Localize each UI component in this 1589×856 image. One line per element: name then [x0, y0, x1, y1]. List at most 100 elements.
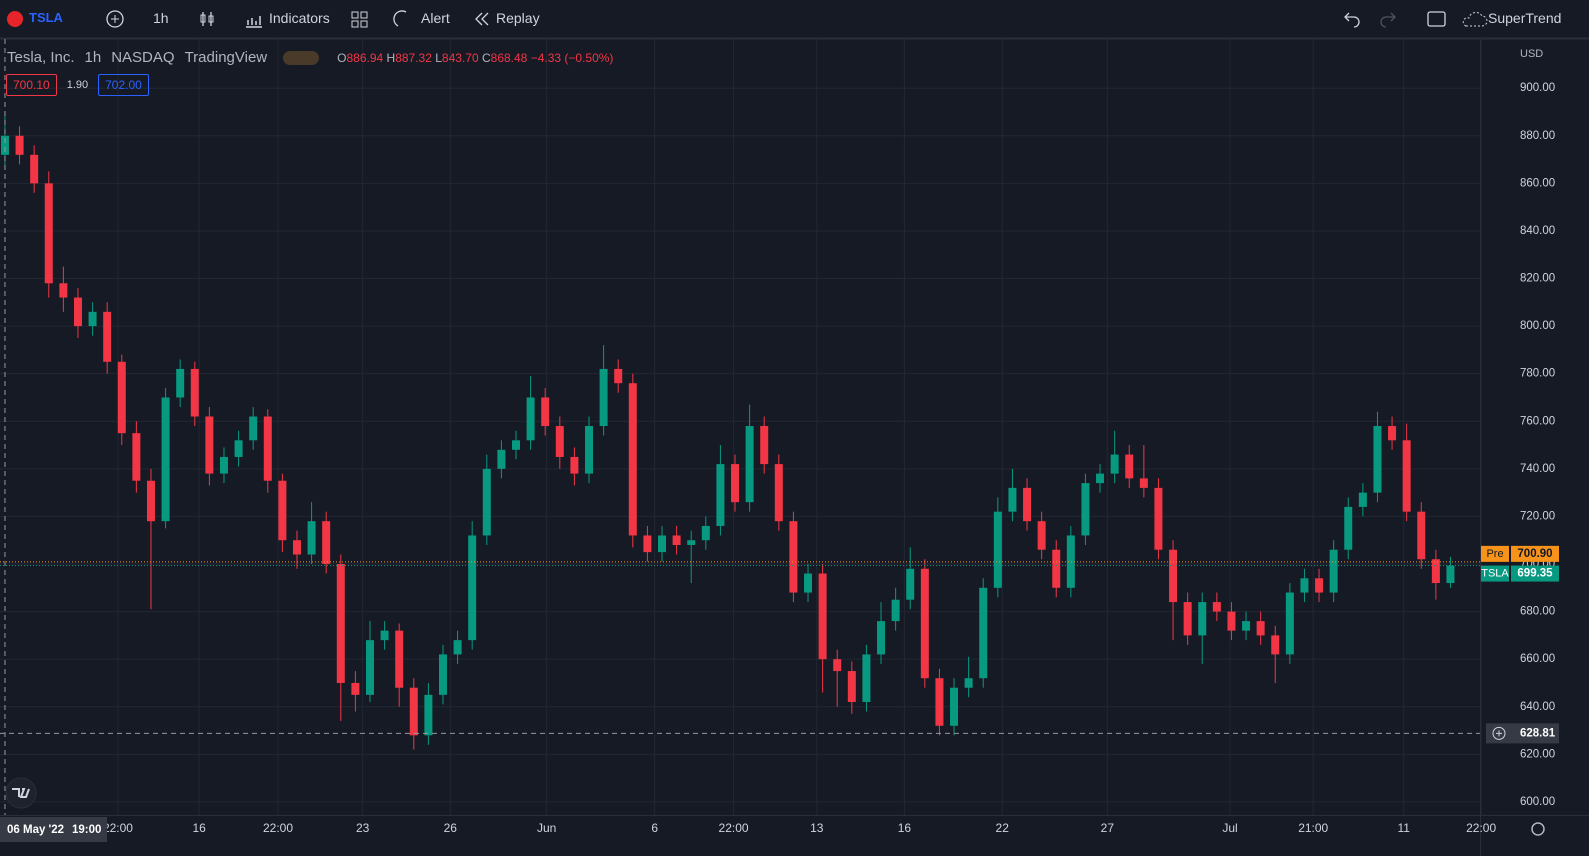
tv-logo[interactable]: [5, 777, 37, 809]
candle-body: [1344, 506, 1353, 550]
candle-body: [1446, 565, 1455, 584]
y-tick-label: 620.00: [1520, 748, 1555, 760]
exchange: NASDAQ: [111, 49, 175, 66]
add-icon[interactable]: [106, 10, 124, 28]
candle-body: [1300, 578, 1309, 593]
x-tick-label: Jul: [1222, 821, 1237, 835]
candle-body: [219, 456, 228, 474]
candle-body: [511, 440, 520, 450]
alert[interactable]: Alert: [421, 10, 450, 26]
candle-body: [833, 659, 842, 672]
y-tick-label: 840.00: [1520, 225, 1555, 237]
price-tag-name-text: TSLA: [1481, 567, 1509, 579]
candle-body: [1315, 578, 1324, 593]
candle-body: [249, 416, 258, 441]
symbol[interactable]: TSLA: [29, 10, 63, 25]
ohlc-values: O886.94 H887.32 L843.70 C868.48 −4.33 (−…: [337, 51, 613, 65]
market-status[interactable]: [283, 50, 320, 65]
candle-body: [760, 426, 769, 465]
candle-body: [599, 368, 608, 427]
alert-icon[interactable]: [393, 10, 407, 27]
crosshair-add[interactable]: [1492, 726, 1506, 740]
x-tick-label: 16: [898, 821, 912, 835]
bid[interactable]: 700.10: [6, 74, 57, 96]
y-tick-label: 760.00: [1520, 415, 1555, 427]
spread: 1.90: [66, 79, 89, 91]
candle-body: [745, 426, 754, 503]
replay-icon[interactable]: [475, 12, 489, 26]
candle-body: [906, 568, 915, 600]
candle-body: [891, 599, 900, 622]
candle-body: [30, 154, 39, 184]
candle-body: [88, 311, 97, 327]
candle-body: [1096, 473, 1105, 484]
x-tick-label: 6: [651, 821, 658, 835]
ask[interactable]: 702.00: [98, 74, 149, 96]
candle-body: [672, 535, 681, 545]
o-label: O: [337, 50, 347, 65]
currency[interactable]: USD: [1520, 48, 1543, 60]
candle-body: [701, 525, 710, 541]
y-tick-label: 880.00: [1520, 130, 1555, 142]
crosshair-price: 628.81: [1520, 727, 1556, 739]
crosshair-price-box: [1486, 723, 1559, 744]
symbol-logo: [7, 11, 23, 27]
change: −4.33 (−0.50%): [530, 50, 614, 65]
plot: [0, 39, 1482, 815]
candle-body: [1198, 602, 1207, 636]
candle-body: [365, 640, 374, 695]
replay[interactable]: Replay: [496, 10, 540, 26]
candle-body: [555, 426, 564, 457]
candle-body: [1329, 549, 1338, 593]
candle-body: [1125, 454, 1134, 479]
price-tag-value: [1511, 545, 1559, 562]
candle-body: [132, 433, 141, 481]
candle-body: [1431, 559, 1440, 584]
candle-body: [278, 480, 287, 541]
redo-icon[interactable]: [1380, 12, 1396, 28]
candle-body: [1154, 487, 1163, 550]
candle-body: [351, 682, 360, 695]
candle-body: [482, 468, 491, 536]
legend: Tesla, Inc. 1h NASDAQ TradingView O886.9…: [7, 49, 613, 66]
x-tick-label: 26: [444, 821, 458, 835]
candle-body: [964, 678, 973, 688]
settings-icon[interactable]: [1531, 822, 1545, 836]
candle-body: [935, 678, 944, 726]
x-tick-label: 22: [996, 821, 1010, 835]
add-icon-plus: [111, 15, 119, 23]
indicators[interactable]: Indicators: [269, 10, 330, 26]
layout-name[interactable]: SuperTrend: [1488, 10, 1562, 26]
candle-body: [117, 361, 126, 434]
candle-body: [1271, 635, 1280, 655]
candle-body: [15, 135, 24, 155]
candle-body: [292, 540, 301, 555]
chart-type-icon[interactable]: [202, 12, 212, 26]
low: 843.70: [441, 50, 479, 65]
candle-body: [1256, 621, 1265, 636]
candle-body: [73, 297, 82, 327]
candle-body: [307, 521, 316, 555]
candle-body: [614, 368, 623, 384]
candle-body: [176, 368, 185, 398]
candle-body: [380, 630, 389, 641]
interval[interactable]: 1h: [153, 10, 169, 26]
indicators-icon[interactable]: [246, 16, 262, 28]
cloud-icon[interactable]: [1462, 11, 1488, 27]
y-tick-label: 860.00: [1520, 177, 1555, 189]
undo-icon[interactable]: [1344, 12, 1360, 28]
fullscreen-icon[interactable]: [1427, 11, 1446, 27]
x-tick-label: 13: [810, 821, 824, 835]
candle-body: [424, 694, 433, 736]
candle-body: [0, 135, 9, 155]
templates-icon[interactable]: [351, 11, 368, 28]
h-label: H: [386, 50, 396, 65]
price-tag-name-text: Pre: [1486, 548, 1503, 560]
candle-body: [1242, 621, 1251, 631]
candle-body: [1066, 535, 1075, 588]
candle-body: [1417, 511, 1426, 560]
candle-body: [731, 464, 740, 503]
candle-body: [1183, 602, 1192, 636]
